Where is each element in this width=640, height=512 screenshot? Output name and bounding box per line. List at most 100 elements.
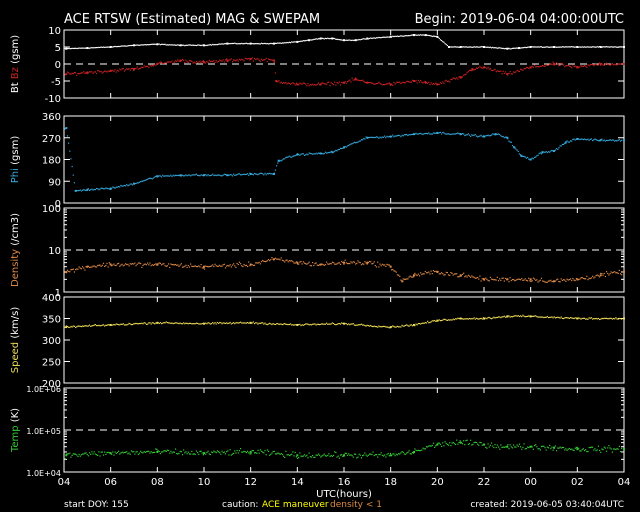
scatter-dot-speed — [573, 317, 575, 320]
scatter-dot-bz — [87, 72, 90, 74]
scatter-dot-density — [198, 265, 200, 267]
scatter-dot-density — [215, 265, 217, 267]
scatter-dot-phi — [65, 127, 67, 129]
scatter-dot-density — [329, 262, 331, 265]
scatter-dot-phi — [430, 133, 432, 135]
scatter-dot-density — [316, 264, 318, 266]
scatter-dot-phi — [401, 134, 403, 136]
scatter-dot-bz — [438, 83, 440, 86]
scatter-dot-bz — [366, 81, 368, 84]
scatter-dot-temp — [128, 452, 130, 454]
scatter-dot-bz — [114, 69, 116, 71]
scatter-dot-phi — [228, 174, 230, 176]
scatter-dot-temp — [190, 453, 192, 455]
scatter-dot-bz — [428, 81, 430, 83]
scatter-dot-bt — [292, 41, 294, 43]
scatter-dot-speed — [111, 324, 113, 326]
scatter-dot-bt — [315, 38, 317, 40]
scatter-dot-density — [284, 261, 286, 263]
scatter-dot-bz — [217, 60, 220, 63]
scatter-dot-density — [250, 263, 252, 265]
scatter-dot-temp — [164, 450, 166, 452]
scatter-dot-temp — [169, 452, 171, 454]
scatter-dot-density — [119, 265, 121, 267]
scatter-dot-bt — [252, 43, 254, 45]
scatter-dot-density — [166, 265, 169, 267]
scatter-dot-phi — [581, 138, 583, 140]
scatter-dot-temp — [243, 450, 245, 452]
scatter-dot-temp — [582, 448, 584, 450]
scatter-dot-speed — [120, 323, 122, 325]
scatter-dot-temp — [559, 446, 561, 448]
scatter-dot-density — [437, 270, 439, 273]
scatter-dot-temp — [66, 453, 69, 455]
scatter-dot-speed — [597, 317, 600, 320]
x-tick-label: 10 — [198, 477, 211, 488]
scatter-dot-speed — [246, 322, 249, 324]
scatter-dot-phi — [272, 173, 274, 175]
scatter-dot-density — [180, 263, 182, 265]
scatter-dot-phi — [183, 175, 185, 177]
scatter-dot-speed — [422, 322, 424, 324]
y-axis-label-part: Temp — [10, 425, 21, 453]
scatter-dot-temp — [459, 440, 461, 442]
scatter-dot-bz — [177, 59, 179, 61]
scatter-dot-temp — [246, 450, 249, 452]
scatter-dot-speed — [454, 318, 457, 320]
scatter-dot-bz — [108, 70, 110, 73]
scatter-dot-speed — [169, 322, 171, 324]
x-tick-label: 04 — [58, 477, 71, 488]
scatter-dot-density — [535, 279, 537, 281]
scatter-dot-phi — [93, 188, 95, 191]
scatter-dot-bz — [109, 69, 112, 72]
scatter-dot-phi — [78, 189, 80, 192]
scatter-dot-temp — [118, 450, 120, 452]
scatter-dot-speed — [293, 324, 295, 326]
scatter-dot-bz — [264, 58, 266, 61]
scatter-dot-temp — [105, 453, 107, 456]
scatter-dot-speed — [543, 316, 545, 319]
scatter-dot-bt — [363, 38, 365, 40]
scatter-dot-temp — [522, 446, 524, 449]
scatter-dot-bz — [162, 62, 164, 65]
scatter-dot-bz — [593, 64, 595, 67]
data-point-bz — [553, 63, 555, 65]
scatter-dot-temp — [393, 453, 395, 455]
scatter-dot-speed — [94, 324, 96, 326]
scatter-dot-speed — [192, 323, 194, 325]
scatter-dot-speed — [149, 322, 151, 324]
scatter-dot-speed — [444, 318, 446, 321]
scatter-dot-density — [229, 264, 231, 266]
scatter-dot-bz — [479, 65, 481, 67]
scatter-dot-density — [343, 263, 345, 265]
scatter-dot-phi — [396, 135, 399, 137]
scatter-dot-phi — [291, 156, 293, 158]
scatter-dot-phi — [222, 174, 224, 176]
scatter-dot-bt — [176, 44, 178, 46]
scatter-dot-bt — [230, 42, 232, 45]
scatter-dot-temp — [482, 444, 485, 446]
scatter-dot-bt — [453, 46, 455, 48]
scatter-dot-density — [565, 280, 567, 282]
scatter-dot-density — [452, 274, 454, 276]
scatter-dot-bz — [595, 63, 597, 65]
scatter-dot-speed — [312, 323, 314, 325]
begin-time-label: Begin: 2019-06-04 04:00:00UTC — [415, 12, 624, 27]
scatter-dot-bt — [75, 47, 77, 49]
scatter-dot-phi — [480, 134, 482, 136]
scatter-dot-bz — [198, 61, 200, 63]
scatter-dot-temp — [532, 448, 534, 450]
scatter-dot-phi — [157, 175, 159, 177]
scatter-dot-density — [145, 264, 148, 266]
scatter-dot-bt — [287, 42, 289, 44]
scatter-dot-phi — [517, 150, 519, 153]
scatter-dot-temp — [200, 450, 202, 452]
scatter-dot-temp — [136, 451, 138, 453]
scatter-dot-density — [302, 261, 304, 263]
scatter-dot-phi — [300, 153, 302, 155]
scatter-dot-speed — [421, 322, 423, 324]
scatter-dot-bt — [503, 48, 505, 50]
scatter-dot-density — [70, 269, 72, 271]
scatter-dot-temp — [197, 452, 199, 454]
scatter-dot-temp — [543, 445, 545, 447]
